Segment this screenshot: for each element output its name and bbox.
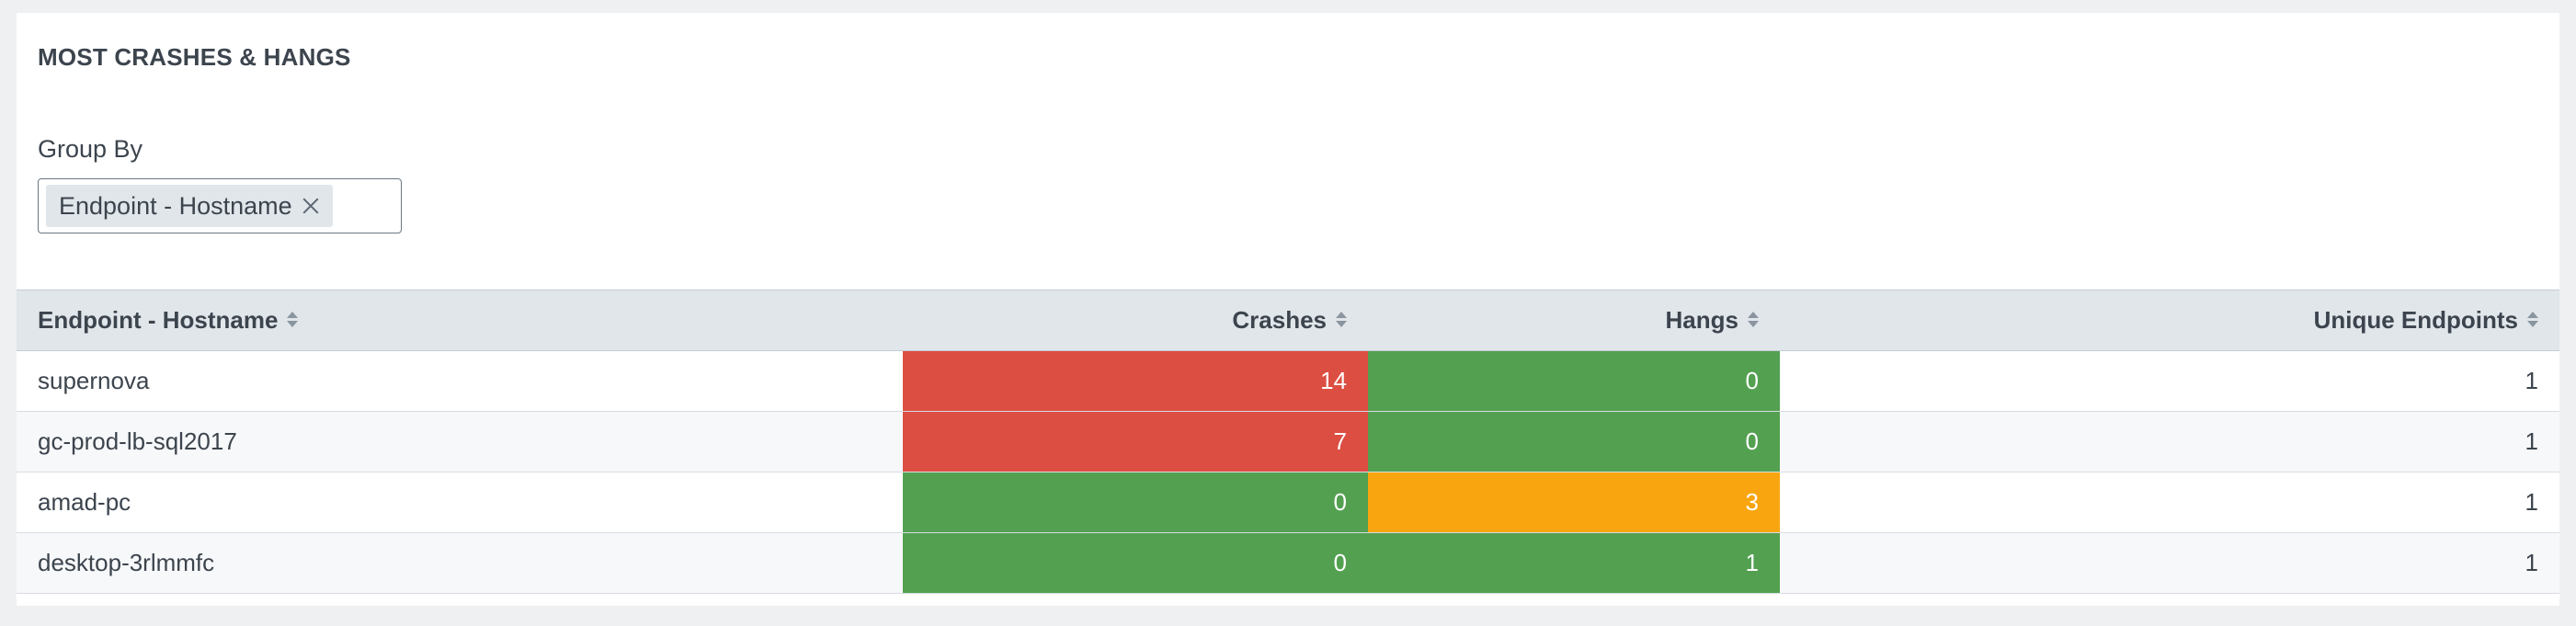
crashes-hangs-panel: MOST CRASHES & HANGS Group By Endpoint -… <box>17 13 2559 606</box>
column-header-label: Hangs <box>1665 306 1738 334</box>
column-header-crashes[interactable]: Crashes <box>903 290 1368 351</box>
sort-icon[interactable] <box>2527 312 2538 328</box>
crashes-cell[interactable]: 7 <box>903 411 1368 472</box>
results-table: Endpoint - Hostname Crashes Hangs Unique… <box>17 290 2559 594</box>
table-row[interactable]: supernova 14 0 1 <box>17 350 2559 412</box>
sort-icon[interactable] <box>1336 312 1347 328</box>
column-header-label: Unique Endpoints <box>2313 306 2518 334</box>
hostname-cell[interactable]: gc-prod-lb-sql2017 <box>17 411 903 472</box>
table-row[interactable]: amad-pc 0 3 1 <box>17 472 2559 533</box>
table-header-row: Endpoint - Hostname Crashes Hangs Unique… <box>17 290 2559 351</box>
close-icon[interactable] <box>302 197 320 215</box>
table-row[interactable]: desktop-3rlmmfc 0 1 1 <box>17 532 2559 594</box>
column-header-unique-endpoints[interactable]: Unique Endpoints <box>1780 290 2559 351</box>
hangs-cell[interactable]: 3 <box>1368 472 1780 533</box>
table-row[interactable]: gc-prod-lb-sql2017 7 0 1 <box>17 411 2559 472</box>
unique-endpoints-cell[interactable]: 1 <box>1780 350 2559 412</box>
panel-title: MOST CRASHES & HANGS <box>38 43 351 71</box>
sort-icon[interactable] <box>287 312 299 328</box>
column-header-hostname[interactable]: Endpoint - Hostname <box>17 290 903 351</box>
hostname-cell[interactable]: supernova <box>17 350 903 412</box>
sort-icon[interactable] <box>1748 312 1759 328</box>
column-header-hangs[interactable]: Hangs <box>1368 290 1780 351</box>
crashes-cell[interactable]: 0 <box>903 472 1368 533</box>
group-by-chip[interactable]: Endpoint - Hostname <box>46 185 333 227</box>
unique-endpoints-cell[interactable]: 1 <box>1780 411 2559 472</box>
unique-endpoints-cell[interactable]: 1 <box>1780 472 2559 533</box>
hangs-cell[interactable]: 0 <box>1368 350 1780 412</box>
group-by-label: Group By <box>38 135 143 163</box>
column-header-label: Endpoint - Hostname <box>38 306 279 334</box>
hostname-cell[interactable]: amad-pc <box>17 472 903 533</box>
column-header-label: Crashes <box>1232 306 1327 334</box>
unique-endpoints-cell[interactable]: 1 <box>1780 532 2559 594</box>
crashes-cell[interactable]: 14 <box>903 350 1368 412</box>
hangs-cell[interactable]: 1 <box>1368 532 1780 594</box>
hostname-cell[interactable]: desktop-3rlmmfc <box>17 532 903 594</box>
crashes-cell[interactable]: 0 <box>903 532 1368 594</box>
group-by-multiselect[interactable]: Endpoint - Hostname <box>38 178 402 233</box>
hangs-cell[interactable]: 0 <box>1368 411 1780 472</box>
group-by-chip-label: Endpoint - Hostname <box>59 191 292 220</box>
